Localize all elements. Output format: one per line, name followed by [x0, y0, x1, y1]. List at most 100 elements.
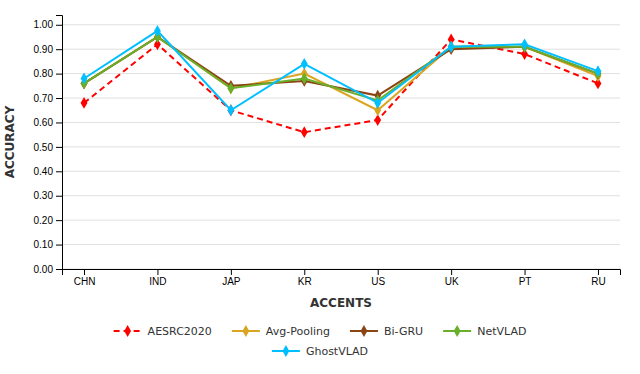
x-tick: US: [371, 269, 385, 287]
y-tick-mark: [56, 122, 62, 123]
y-tick-label: 0.50: [34, 142, 54, 153]
series-marker: [301, 58, 308, 70]
series-marker: [81, 97, 88, 109]
plot: 0.00 0.10 0.20 0.30 0.40 0.50 0.60 0.70 0.80 0.90…: [3, 16, 621, 311]
x-axis: CHN IND JAP KR US UK PT RU: [63, 269, 621, 287]
x-tick-mark: [525, 269, 526, 275]
x-tick-mark: [378, 269, 379, 275]
y-tick-mark: [56, 25, 62, 26]
series-marker: [595, 65, 602, 77]
x-tick: PT: [519, 269, 532, 287]
chart: 0.00 0.10 0.20 0.30 0.40 0.50 0.60 0.70 0.80 0.90…: [0, 0, 640, 374]
x-tick-mark: [451, 269, 452, 275]
y-tick: 0.30: [34, 190, 62, 201]
y-tick: 0.40: [34, 166, 62, 177]
x-tick-label: PT: [519, 276, 532, 287]
x-tick: CHN: [74, 269, 96, 287]
legend-marker: [242, 325, 249, 337]
y-tick-mark: [56, 220, 62, 221]
y-tick: 0.00: [34, 264, 62, 275]
y-axis: 0.00 0.10 0.20 0.30 0.40 0.50 0.60 0.70 0.80 0.90…: [34, 16, 63, 275]
legend-item: AESRC2020: [114, 325, 212, 338]
x-tick-label: US: [371, 276, 385, 287]
series-marker: [81, 73, 88, 85]
series: [81, 34, 602, 139]
series-marker: [521, 38, 528, 50]
legend-label: GhostVLAD: [306, 345, 368, 358]
y-tick-mark: [56, 269, 62, 270]
legend: AESRC2020 Avg-Pooling Bi-GRU NetVLAD GhostVL…: [114, 325, 527, 358]
x-axis-line: [63, 270, 621, 276]
grid-line: [62, 244, 620, 245]
x-tick: JAP: [222, 269, 241, 287]
y-tick-mark: [56, 98, 62, 99]
series-line: [84, 39, 598, 132]
y-tick-mark: [56, 171, 62, 172]
y-tick-label: 0.10: [34, 239, 54, 250]
legend-item: Avg-Pooling: [232, 325, 330, 338]
grid-line: [62, 98, 620, 99]
legend-marker: [124, 325, 131, 337]
y-tick: 0.90: [34, 44, 62, 55]
legend-marker: [454, 325, 461, 337]
x-tick-mark: [157, 269, 158, 275]
legend-label: NetVLAD: [477, 325, 526, 338]
series-marker: [227, 104, 234, 116]
y-tick-label: 0.70: [34, 93, 54, 104]
legend-label: Avg-Pooling: [266, 325, 330, 338]
series: [81, 31, 602, 116]
series: [81, 31, 602, 106]
grid-line: [62, 73, 620, 74]
x-tick-mark: [231, 269, 232, 275]
y-tick-mark: [56, 74, 62, 75]
series-line: [84, 37, 598, 110]
series-marker: [154, 25, 161, 37]
legend-label: AESRC2020: [148, 325, 212, 338]
legend-label: Bi-GRU: [384, 325, 423, 338]
y-tick: 0.80: [34, 68, 62, 79]
marks: [81, 25, 602, 138]
grid-line: [62, 195, 620, 196]
x-axis-title: ACCENTS: [310, 296, 372, 310]
x-tick: IND: [149, 269, 166, 287]
y-tick-mark: [56, 49, 62, 50]
grid-line: [62, 122, 620, 123]
x-tick-label: RU: [591, 276, 605, 287]
x-tick-mark: [598, 269, 599, 275]
y-axis-title: ACCURACY: [3, 105, 17, 178]
y-axis-line: [56, 16, 63, 270]
y-tick-mark: [56, 147, 62, 148]
legend-item: Bi-GRU: [350, 325, 423, 338]
y-tick-mark: [56, 245, 62, 246]
y-tick-mark: [56, 196, 62, 197]
grid-line: [62, 24, 620, 25]
y-tick-label: 0.20: [34, 215, 54, 226]
series-marker: [448, 41, 455, 53]
x-tick: KR: [298, 269, 312, 287]
x-tick-mark: [84, 269, 85, 275]
x-tick-label: KR: [298, 276, 312, 287]
y-tick-label: 0.30: [34, 190, 54, 201]
y-tick: 0.50: [34, 142, 62, 153]
grid-line: [62, 146, 620, 147]
grid: [62, 25, 620, 269]
legend-marker: [283, 345, 290, 357]
y-tick: 0.70: [34, 93, 62, 104]
x-tick: RU: [591, 269, 605, 287]
x-tick-mark: [304, 269, 305, 275]
y-tick-label: 0.80: [34, 68, 54, 79]
y-tick-label: 1.00: [34, 19, 54, 30]
series-marker: [374, 97, 381, 109]
grid-line: [62, 171, 620, 172]
y-tick: 0.20: [34, 215, 62, 226]
grid-line: [62, 220, 620, 221]
series-marker: [301, 126, 308, 138]
series: [81, 25, 602, 116]
series-marker: [448, 41, 455, 53]
series-marker: [301, 73, 308, 85]
y-tick-label: 0.60: [34, 117, 54, 128]
y-tick-label: 0.00: [34, 264, 54, 275]
y-tick: 1.00: [34, 19, 62, 30]
x-tick: UK: [445, 269, 459, 287]
x-tick-label: CHN: [74, 276, 96, 287]
